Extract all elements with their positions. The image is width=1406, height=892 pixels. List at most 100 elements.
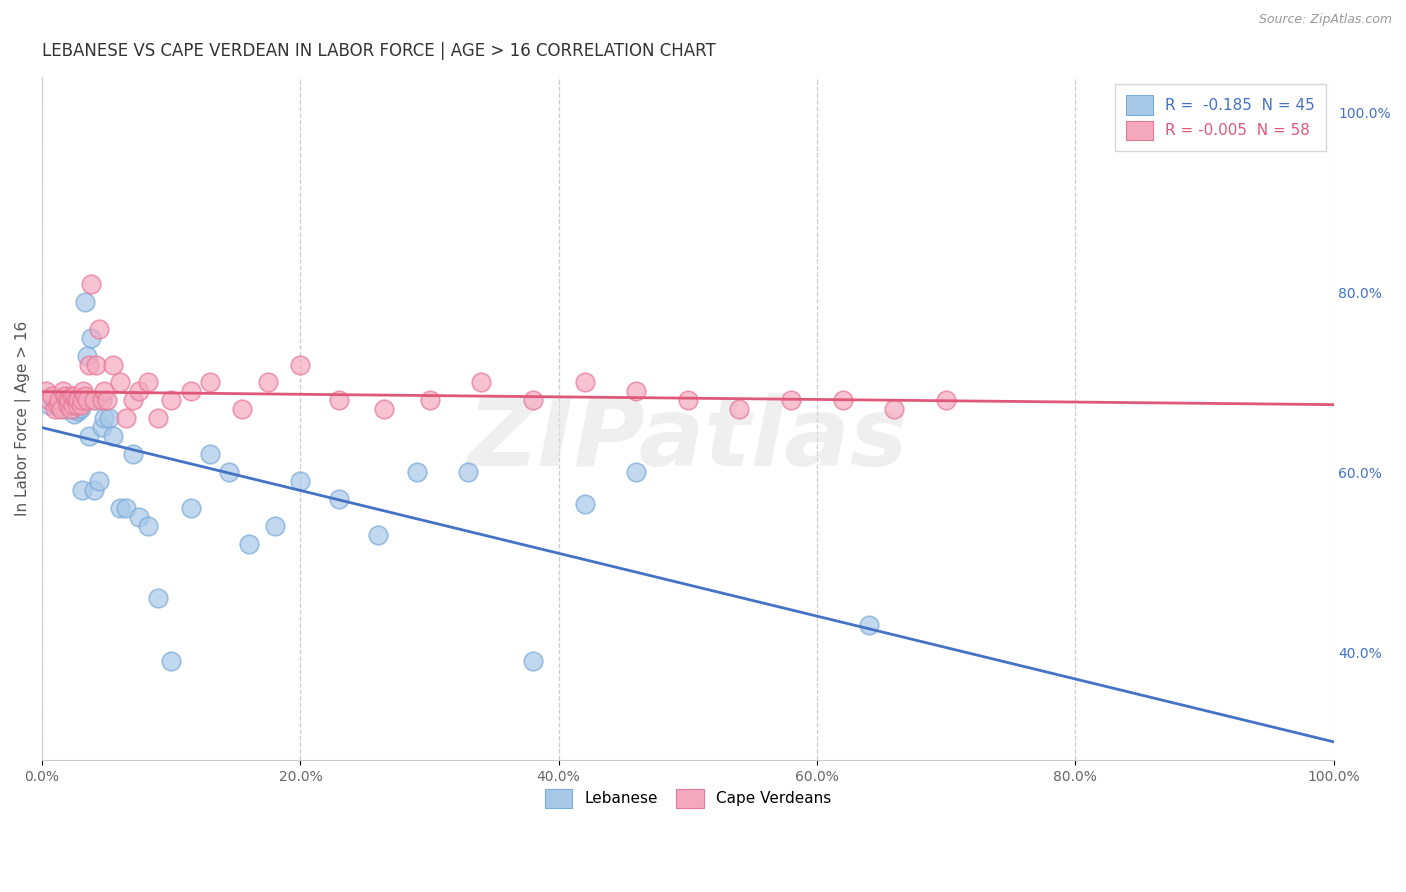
Point xyxy=(90,420,112,434)
Point xyxy=(87,321,110,335)
Point xyxy=(93,411,115,425)
Point xyxy=(70,398,93,412)
Point xyxy=(63,407,86,421)
Point xyxy=(328,492,350,507)
Point xyxy=(574,376,596,390)
Point xyxy=(70,483,93,498)
Point xyxy=(418,393,440,408)
Text: Source: ZipAtlas.com: Source: ZipAtlas.com xyxy=(1258,13,1392,27)
Point xyxy=(160,393,183,408)
Point xyxy=(148,591,170,606)
Point xyxy=(831,393,853,408)
Point xyxy=(136,376,159,390)
Point xyxy=(86,358,108,372)
Point xyxy=(522,393,544,408)
Point xyxy=(87,475,110,489)
Point xyxy=(86,393,108,408)
Point xyxy=(77,429,100,443)
Point xyxy=(198,448,221,462)
Point xyxy=(73,389,96,403)
Point xyxy=(290,358,312,372)
Point xyxy=(935,393,957,408)
Point xyxy=(77,358,100,372)
Point xyxy=(62,398,84,412)
Point xyxy=(108,501,131,516)
Point xyxy=(405,466,427,480)
Point xyxy=(44,402,66,417)
Point xyxy=(108,376,131,390)
Point xyxy=(373,402,395,417)
Point xyxy=(67,393,90,408)
Point xyxy=(46,398,69,412)
Point xyxy=(263,519,285,533)
Point xyxy=(38,393,60,408)
Point xyxy=(457,466,479,480)
Point xyxy=(128,384,150,399)
Point xyxy=(218,466,240,480)
Point xyxy=(56,398,79,412)
Point xyxy=(83,483,105,498)
Point xyxy=(624,384,647,399)
Point xyxy=(676,393,699,408)
Point xyxy=(58,393,80,408)
Point xyxy=(290,475,312,489)
Point xyxy=(63,389,86,403)
Point xyxy=(257,376,280,390)
Point xyxy=(55,393,77,408)
Point xyxy=(83,393,105,408)
Point xyxy=(59,402,82,417)
Point xyxy=(128,510,150,524)
Point xyxy=(70,401,93,415)
Point xyxy=(41,389,63,403)
Point xyxy=(65,393,87,408)
Point xyxy=(53,389,76,403)
Point xyxy=(367,528,389,542)
Point xyxy=(73,294,96,309)
Point xyxy=(80,277,103,291)
Point xyxy=(101,429,124,443)
Point xyxy=(90,393,112,408)
Text: LEBANESE VS CAPE VERDEAN IN LABOR FORCE | AGE > 16 CORRELATION CHART: LEBANESE VS CAPE VERDEAN IN LABOR FORCE … xyxy=(42,42,716,60)
Legend: Lebanese, Cape Verdeans: Lebanese, Cape Verdeans xyxy=(538,782,837,814)
Point xyxy=(48,393,70,408)
Point xyxy=(59,393,82,408)
Point xyxy=(470,376,492,390)
Point xyxy=(70,393,93,408)
Point xyxy=(60,389,83,403)
Point xyxy=(121,448,143,462)
Point xyxy=(522,654,544,668)
Point xyxy=(115,411,138,425)
Point xyxy=(35,384,58,399)
Point xyxy=(38,398,60,412)
Point xyxy=(52,398,75,412)
Point xyxy=(180,384,202,399)
Y-axis label: In Labor Force | Age > 16: In Labor Force | Age > 16 xyxy=(15,321,31,516)
Point xyxy=(858,618,880,632)
Text: ZIPatlas: ZIPatlas xyxy=(468,392,908,485)
Point xyxy=(136,519,159,533)
Point xyxy=(67,404,90,418)
Point xyxy=(66,398,89,412)
Point xyxy=(198,376,221,390)
Point xyxy=(53,402,76,417)
Point xyxy=(52,384,75,399)
Point xyxy=(98,411,121,425)
Point xyxy=(93,384,115,399)
Point xyxy=(121,393,143,408)
Point xyxy=(76,349,98,363)
Point xyxy=(238,537,260,551)
Point xyxy=(883,402,905,417)
Point xyxy=(76,393,98,408)
Point xyxy=(574,497,596,511)
Point xyxy=(56,398,79,412)
Point xyxy=(160,654,183,668)
Point xyxy=(231,402,253,417)
Point xyxy=(328,393,350,408)
Point xyxy=(101,358,124,372)
Point xyxy=(44,398,66,412)
Point xyxy=(48,393,70,408)
Point xyxy=(728,402,751,417)
Point xyxy=(72,384,94,399)
Point xyxy=(780,393,803,408)
Point xyxy=(115,501,138,516)
